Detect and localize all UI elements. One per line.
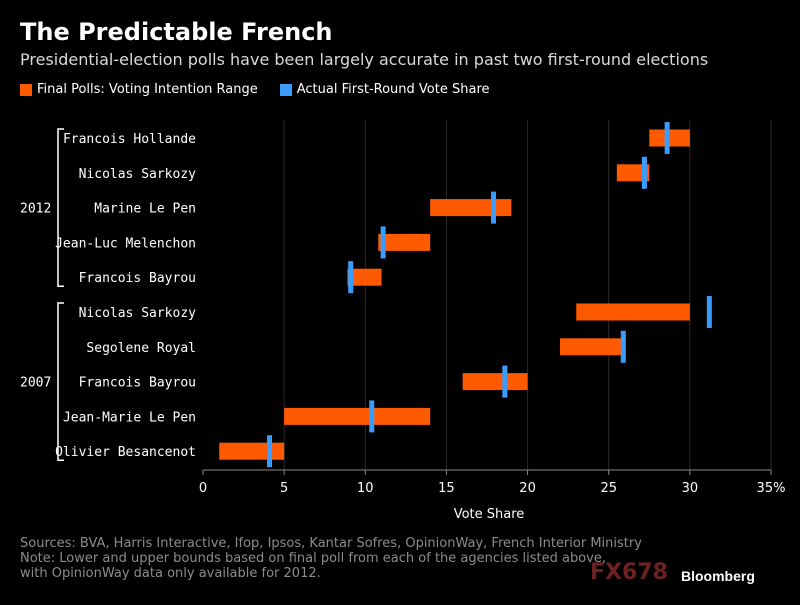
actual-share-marker xyxy=(641,156,647,189)
actual-share-marker xyxy=(380,226,386,259)
candidate-label: Nicolas Sarkozy xyxy=(79,306,197,321)
poll-range-bar xyxy=(576,303,690,321)
legend-label-polls: Final Polls: Voting Intention Range xyxy=(37,82,258,97)
candidate-label: Jean-Luc Melenchon xyxy=(55,236,196,251)
footer: Sources: BVA, Harris Interactive, Ifop, … xyxy=(20,536,740,581)
candidate-label: Marine Le Pen xyxy=(94,202,196,217)
group-year-label: 2007 xyxy=(20,376,51,391)
poll-range-bar xyxy=(347,268,382,286)
x-tick-label: 0 xyxy=(199,481,207,496)
group-bracket xyxy=(57,128,64,287)
actual-share-marker xyxy=(490,191,496,224)
candidate-label: Jean-Marie Le Pen xyxy=(63,410,196,425)
legend-item-actual: Actual First-Round Vote Share xyxy=(279,82,490,97)
x-tick-label: 5 xyxy=(280,481,288,496)
legend-swatch-actual xyxy=(279,83,292,96)
poll-range-bar xyxy=(284,407,431,425)
poll-range-bar xyxy=(462,373,528,391)
group-bracket xyxy=(57,302,64,461)
candidate-label: Francois Hollande xyxy=(63,132,196,147)
chart-subtitle: Presidential-election polls have been la… xyxy=(20,50,709,69)
footer-note-line1: Note: Lower and upper bounds based on fi… xyxy=(20,551,606,566)
brand-logo: Bloomberg xyxy=(681,568,755,584)
legend: Final Polls: Voting Intention Range Actu… xyxy=(20,82,490,97)
x-tick-label: 10 xyxy=(357,481,374,496)
actual-share-marker xyxy=(706,296,712,328)
actual-share-marker xyxy=(664,122,670,154)
actual-share-marker xyxy=(348,261,354,294)
poll-range-bar xyxy=(560,338,624,356)
poll-range-bar xyxy=(378,233,431,251)
candidate-label: Nicolas Sarkozy xyxy=(79,167,197,182)
footer-note-line2: with OpinionWay data only available for … xyxy=(20,566,321,581)
actual-share-marker xyxy=(267,435,273,468)
candidate-label: Segolene Royal xyxy=(86,341,196,356)
watermark-logo: FX678 xyxy=(590,560,668,585)
poll-range-bar xyxy=(616,164,650,182)
legend-item-polls: Final Polls: Voting Intention Range xyxy=(20,82,258,97)
candidate-label: Francois Bayrou xyxy=(79,271,196,286)
legend-label-actual: Actual First-Round Vote Share xyxy=(296,82,490,97)
candidate-label: Olivier Besancenot xyxy=(55,445,196,460)
actual-share-marker xyxy=(369,400,375,433)
footer-sources: Sources: BVA, Harris Interactive, Ifop, … xyxy=(20,536,642,551)
x-tick-label: 30 xyxy=(682,481,699,496)
candidate-label: Francois Bayrou xyxy=(79,376,196,391)
chart-title: The Predictable French xyxy=(20,18,333,46)
actual-share-marker xyxy=(620,330,626,363)
x-tick-label: 20 xyxy=(519,481,536,496)
x-tick-label: 35% xyxy=(757,481,786,496)
x-tick-label: 25 xyxy=(600,481,617,496)
x-tick-label: 15 xyxy=(438,481,455,496)
poll-range-bar xyxy=(219,442,285,460)
x-axis-label: Vote Share xyxy=(454,507,525,522)
poll-range-bar xyxy=(430,199,512,217)
group-year-label: 2012 xyxy=(20,202,51,217)
actual-share-marker xyxy=(502,365,508,398)
legend-swatch-polls xyxy=(20,83,32,96)
